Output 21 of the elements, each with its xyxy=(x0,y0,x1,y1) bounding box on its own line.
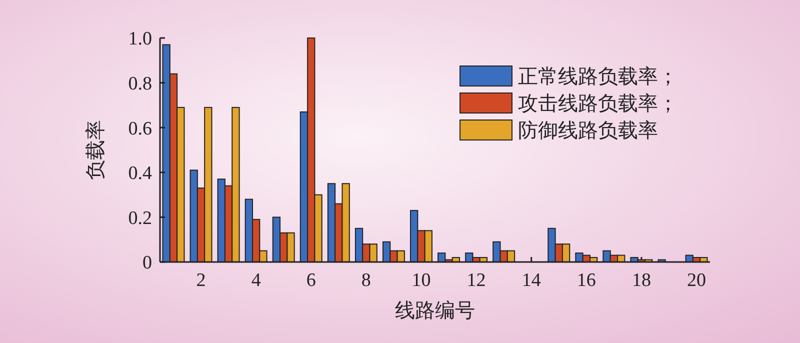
x-tick-label: 10 xyxy=(412,270,431,291)
y-tick-label: 0.6 xyxy=(128,118,152,140)
x-tick-label: 8 xyxy=(361,270,371,291)
x-tick-label: 4 xyxy=(251,270,262,291)
x-tick-label: 6 xyxy=(306,270,316,291)
y-tick-label: 0.2 xyxy=(128,208,152,229)
y-tick-label: 0.4 xyxy=(128,163,152,184)
y-tick-label: 1.0 xyxy=(128,28,152,50)
y-tick-label: 0 xyxy=(142,252,152,274)
x-tick-label: 20 xyxy=(687,270,706,291)
x-tick-label: 16 xyxy=(576,270,596,291)
legend-label: 防御线路负载率 xyxy=(518,120,658,142)
y-axis-title: 负载率 xyxy=(85,120,107,180)
x-tick-label: 14 xyxy=(522,270,542,291)
x-tick-label: 2 xyxy=(196,270,206,291)
y-tick-label: 0.8 xyxy=(128,73,152,94)
legend-label: 正常线路负载率； xyxy=(518,66,678,88)
x-axis-title: 线路编号 xyxy=(395,300,475,322)
legend-label: 攻击线路负载率； xyxy=(518,93,678,115)
x-tick-label: 12 xyxy=(466,270,486,291)
x-tick-label: 18 xyxy=(632,270,651,291)
